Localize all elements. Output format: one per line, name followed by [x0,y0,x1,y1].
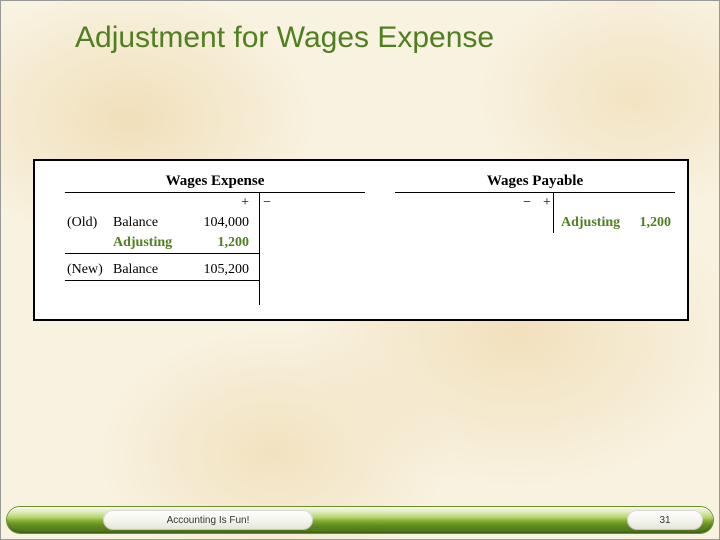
row-tag [65,233,113,253]
footer-bar: Accounting Is Fun! 31 [7,507,713,533]
row-amount: 105,200 [193,260,255,280]
row-amount: 1,200 [193,233,255,253]
row-amount: 104,000 [193,213,255,233]
t-account-wages-expense: Wages Expense + − (Old) Balance 104,000 … [65,173,365,281]
t-account-sign-row: + − [65,193,365,213]
slide-title: Adjustment for Wages Expense [1,1,719,55]
t-account-panel: Wages Expense + − (Old) Balance 104,000 … [33,159,689,321]
debit-sign: − [395,193,537,213]
page-number: 31 [627,510,703,530]
t-account-wages-payable: Wages Payable − + Adjusting 1,200 [395,173,675,233]
row-label: Balance [113,213,193,233]
credit-sign: − [255,193,275,213]
t-account-row: (New) Balance 105,200 [65,260,365,280]
row-label: Balance [113,260,193,280]
row-amount: 1,200 [625,213,671,233]
row-tag: (Old) [65,213,113,233]
t-account-row: (Old) Balance 104,000 [65,213,365,233]
debit-sign: + [193,193,255,213]
t-account-stem [553,193,554,233]
total-rule [65,280,259,281]
row-label: Adjusting [113,233,193,253]
t-account-sign-row: − + [395,193,675,213]
t-account-stem [259,193,260,305]
t-account-row-adjusting: Adjusting 1,200 [65,233,365,253]
t-account-title: Wages Payable [395,173,675,193]
t-account-row-adjusting: Adjusting 1,200 [395,213,675,233]
t-account-title: Wages Expense [65,173,365,193]
row-label: Adjusting [555,213,625,233]
row-tag: (New) [65,260,113,280]
footer-caption: Accounting Is Fun! [103,510,313,530]
